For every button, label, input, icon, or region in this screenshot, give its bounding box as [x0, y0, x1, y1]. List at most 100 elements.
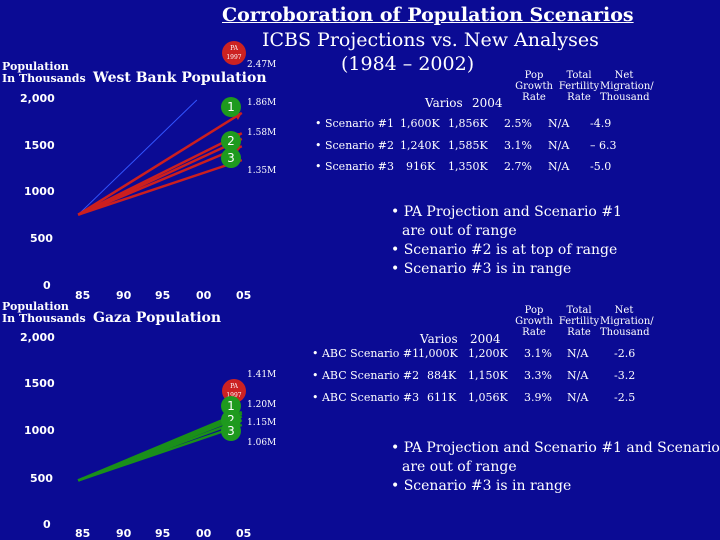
wb-badge-line-2: 1997: [226, 54, 242, 61]
wb-bullet: are out of range: [402, 223, 517, 239]
wb-y-tick: 2,000: [20, 92, 55, 105]
wb-row-fertility: N/A: [548, 139, 570, 152]
gaza-row-migration: -2.5: [614, 391, 636, 404]
wb-header-total-fertility: Total Fertility Rate: [558, 70, 600, 103]
gaza-row-growth: 3.9%: [524, 391, 552, 404]
gaza-y-tick: 0: [43, 518, 51, 531]
gaza-badge-line-1: PA: [230, 383, 238, 390]
gaza-series-line-5: [77, 423, 243, 482]
wb-row-growth: 3.1%: [504, 139, 532, 152]
gaza-marker-value-3: 1.06M: [247, 438, 277, 448]
gaza-header-total-fertility: Total Fertility Rate: [558, 305, 600, 338]
gaza-row-name: • ABC Scenario #2: [312, 369, 420, 382]
wb-row-name: • Scenario #1: [315, 117, 394, 130]
wb-marker-2: 2: [221, 131, 241, 151]
gaza-row-varios: 611K: [427, 391, 457, 404]
wb-row-varios: 916K: [406, 160, 436, 173]
wb-row-varios: 1,600K: [400, 117, 440, 130]
wb-header-net-migration: Net Migration/ Thousand: [600, 70, 654, 103]
gaza-row-2004: 1,200K: [468, 347, 508, 360]
wb-row-migration: -4.9: [590, 117, 612, 130]
wb-bullet: • Scenario #3 is in range: [391, 261, 572, 277]
gaza-row-name: • ABC Scenario #1: [312, 347, 420, 360]
wb-bullet: • Scenario #2 is at top of range: [391, 242, 618, 258]
wb-header-2004: 2004: [472, 96, 503, 110]
gaza-x-tick: 85: [75, 527, 91, 540]
gaza-x-tick: 95: [155, 527, 171, 540]
slide-subtitle: ICBS Projections vs. New Analyses: [262, 29, 599, 51]
wb-y-label-2: In Thousands: [2, 72, 86, 85]
wb-marker-1: 1: [221, 97, 241, 117]
gaza-marker-value-1: 1.20M: [247, 400, 277, 410]
wb-row-varios: 1,240K: [400, 139, 440, 152]
wb-row-fertility: N/A: [548, 160, 570, 173]
wb-header-pop-growth: Pop Growth Rate: [515, 70, 553, 103]
slide-title: Corroboration of Population Scenarios: [222, 4, 634, 26]
gaza-row-varios: 1,000K: [418, 347, 458, 360]
wb-row-2004: 1,856K: [448, 117, 488, 130]
gaza-bullet: • PA Projection and Scenario #1 and Scen…: [391, 440, 720, 456]
gaza-y-tick: 500: [30, 472, 53, 485]
slide-date-range: (1984 – 2002): [341, 53, 475, 75]
wb-row-migration: -5.0: [590, 160, 612, 173]
wb-marker-value-2: 1.58M: [247, 128, 277, 138]
wb-row-growth: 2.5%: [504, 117, 532, 130]
gaza-y-tick: 2,000: [20, 331, 55, 344]
gaza-y-label-1: Population: [2, 300, 69, 313]
gaza-y-tick: 1500: [24, 377, 55, 390]
wb-row-name: • Scenario #3: [315, 160, 394, 173]
wb-row-2004: 1,350K: [448, 160, 488, 173]
gaza-x-tick: 05: [236, 527, 252, 540]
gaza-header-pop-growth: Pop Growth Rate: [515, 305, 553, 338]
gaza-badge-line-2: 1997: [222, 391, 246, 400]
gaza-row-2004: 1,056K: [468, 391, 508, 404]
wb-chart-title: West Bank Population: [93, 70, 267, 86]
wb-y-tick: 0: [43, 279, 51, 292]
gaza-row-2004: 1,150K: [468, 369, 508, 382]
gaza-y-label-2: In Thousands: [2, 312, 86, 325]
gaza-row-migration: -3.2: [614, 369, 636, 382]
wb-pa-1997-badge: PA 1997: [222, 41, 246, 65]
wb-series-line-5: [77, 145, 243, 216]
gaza-header-varios: Varios: [420, 332, 458, 346]
wb-header-varios: Varios: [425, 96, 463, 110]
wb-x-tick: 90: [116, 289, 132, 302]
gaza-row-fertility: N/A: [567, 347, 589, 360]
wb-row-2004: 1,585K: [448, 139, 488, 152]
gaza-y-tick: 1000: [24, 424, 55, 437]
gaza-x-tick: 00: [196, 527, 212, 540]
wb-marker-value-1: 1.86M: [247, 98, 277, 108]
wb-pa-value: 2.47M: [247, 60, 277, 70]
gaza-row-growth: 3.3%: [524, 369, 552, 382]
wb-y-label-1: Population: [2, 60, 69, 73]
gaza-chart-title: Gaza Population: [93, 310, 222, 326]
gaza-marker-3: 3: [221, 421, 241, 441]
gaza-marker-value-2: 1.15M: [247, 418, 277, 428]
gaza-header-2004: 2004: [470, 332, 501, 346]
gaza-header-net-migration: Net Migration/ Thousand: [600, 305, 654, 338]
gaza-x-tick: 90: [116, 527, 132, 540]
wb-series-line-1: [77, 99, 198, 216]
gaza-row-fertility: N/A: [567, 369, 589, 382]
wb-x-tick: 95: [155, 289, 171, 302]
wb-x-tick: 85: [75, 289, 91, 302]
gaza-bullet: • Scenario #3 is in range: [391, 478, 572, 494]
gaza-row-growth: 3.1%: [524, 347, 552, 360]
wb-series-line-6: [77, 158, 243, 216]
gaza-row-fertility: N/A: [567, 391, 589, 404]
gaza-pa-value: 1.41M: [247, 370, 277, 380]
wb-row-fertility: N/A: [548, 117, 570, 130]
wb-marker-value-3: 1.35M: [247, 166, 277, 176]
wb-marker-3: 3: [221, 148, 241, 168]
wb-row-migration: – 6.3: [590, 139, 617, 152]
gaza-row-varios: 884K: [427, 369, 457, 382]
gaza-row-name: • ABC Scenario #3: [312, 391, 420, 404]
wb-row-growth: 2.7%: [504, 160, 532, 173]
wb-y-tick: 500: [30, 232, 53, 245]
wb-y-tick: 1000: [24, 185, 55, 198]
gaza-row-migration: -2.6: [614, 347, 636, 360]
wb-y-tick: 1500: [24, 139, 55, 152]
wb-series-line-2: [77, 111, 243, 216]
wb-x-tick: 05: [236, 289, 252, 302]
gaza-bullet: are out of range: [402, 459, 517, 475]
